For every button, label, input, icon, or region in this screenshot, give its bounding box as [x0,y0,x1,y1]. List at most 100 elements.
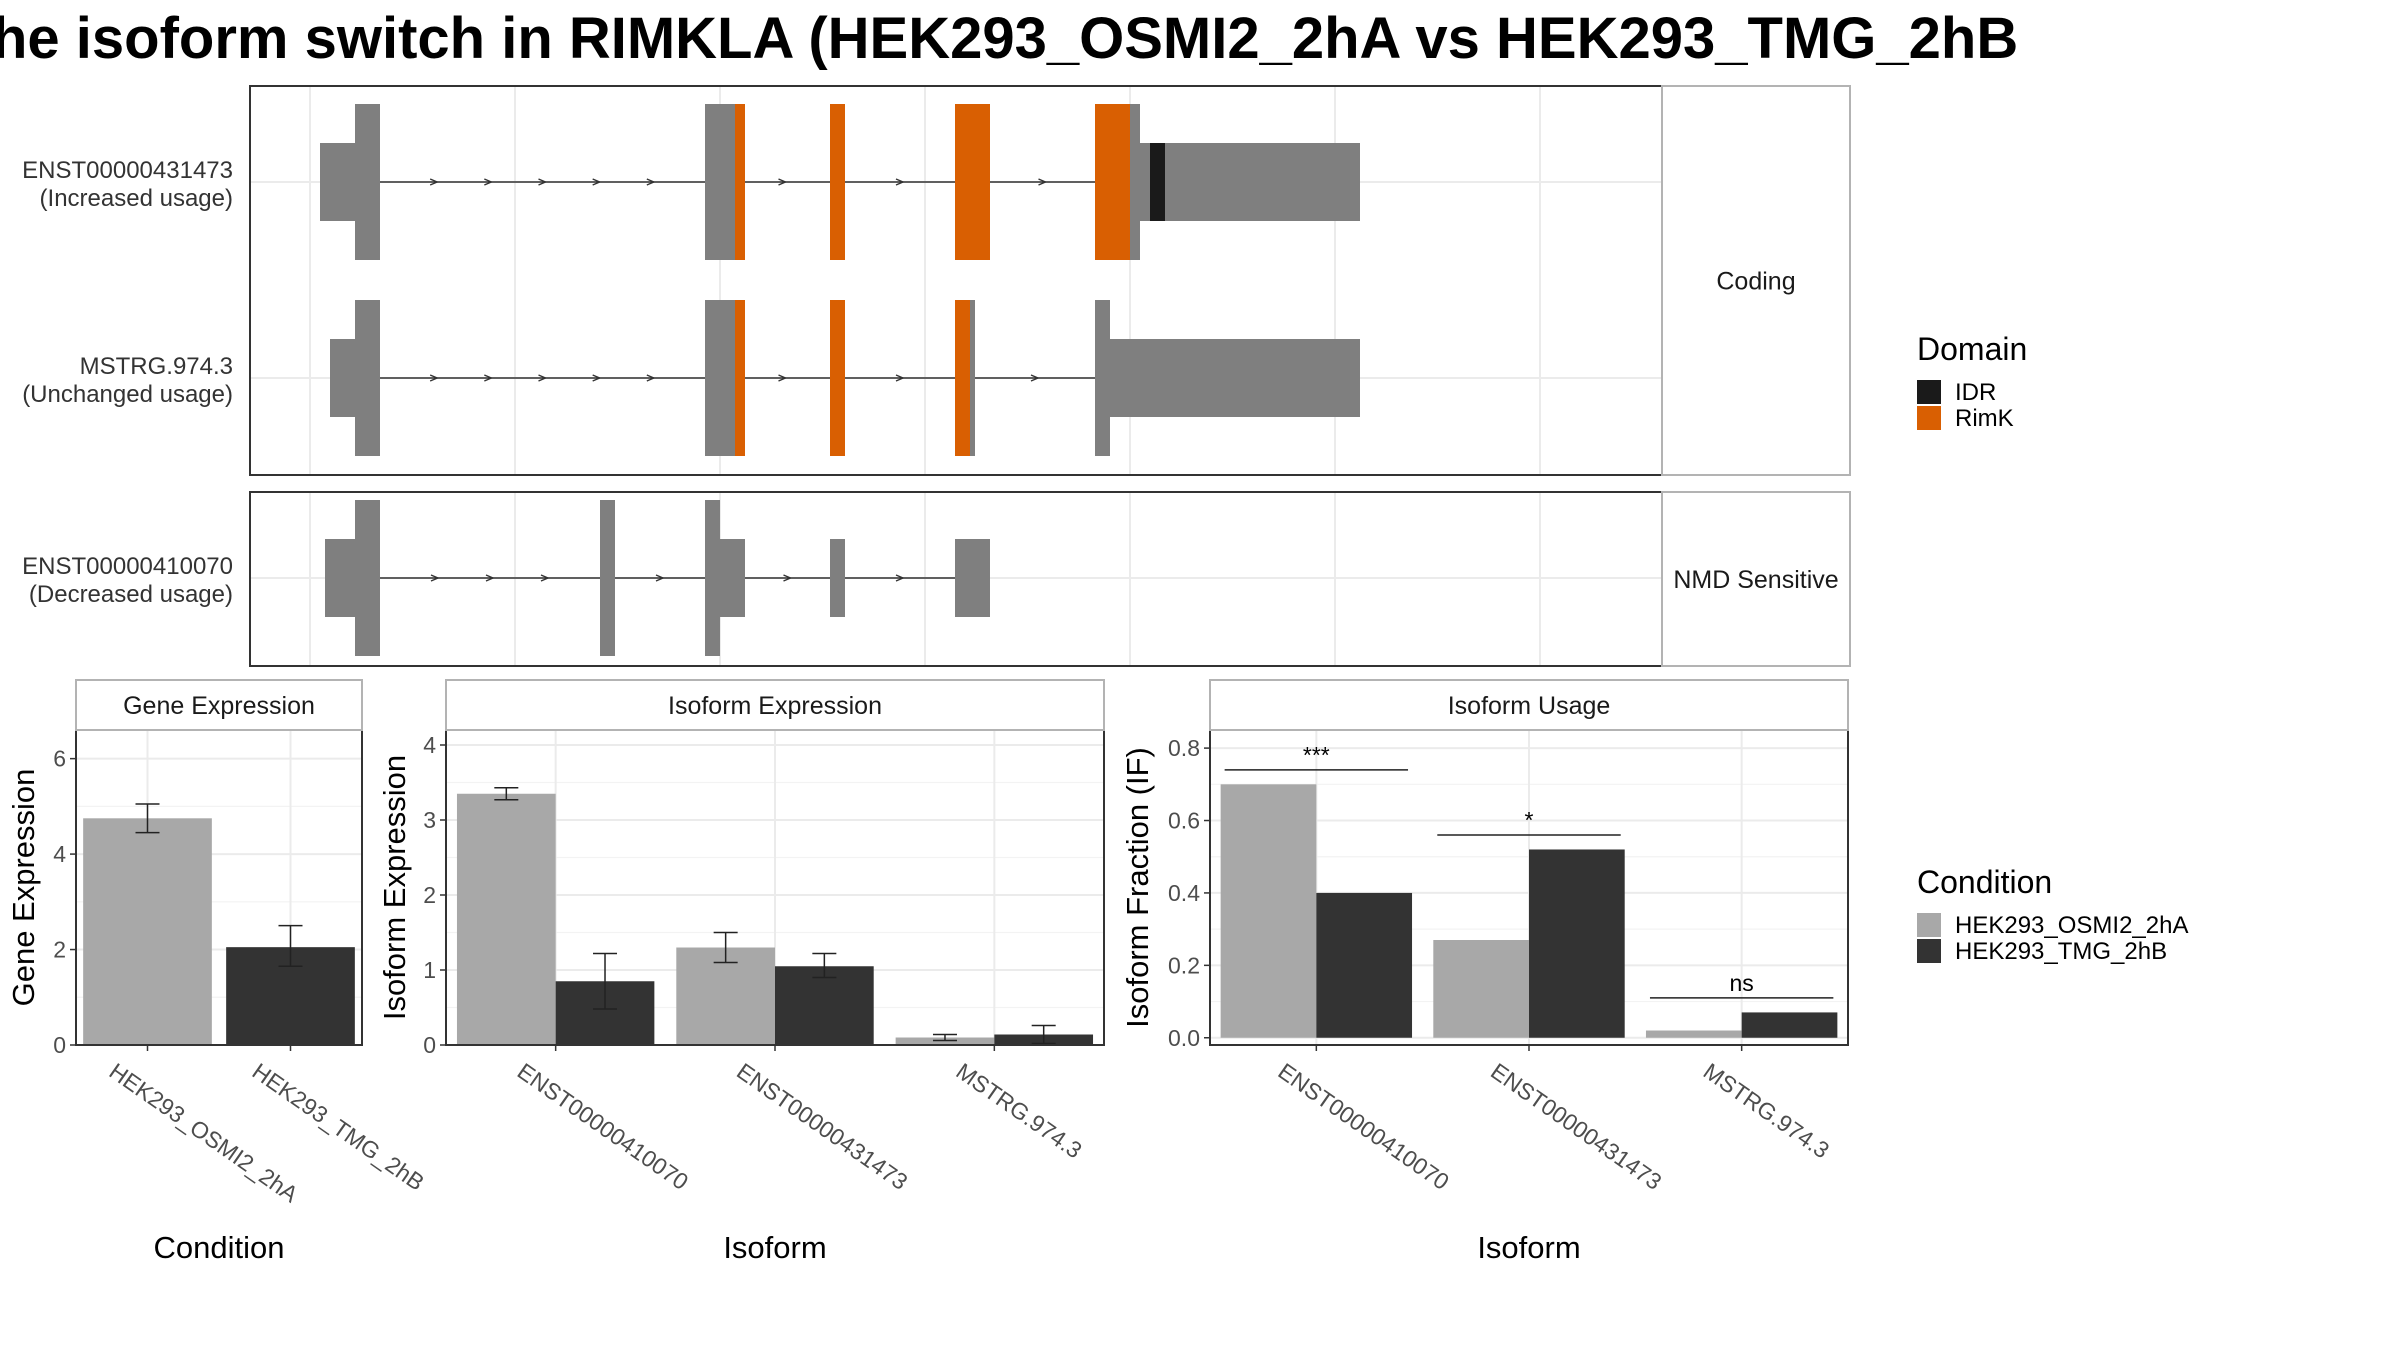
error-bar [932,1033,957,1042]
intron-arrow [538,178,548,186]
utr-exon [325,539,355,617]
strip-background [1209,679,1849,731]
legend-label: IDR [1955,379,1996,406]
error-bar [1031,1024,1056,1045]
legend-swatch-rimk [1917,406,1941,430]
y-tick-label: 0.0 [1168,1025,1200,1051]
x-tick-label: MSTRG.974.3 [951,1058,1086,1164]
error-bar [713,931,738,964]
intron-arrow [430,574,440,582]
strip-background [445,679,1105,731]
legend-label: HEK293_OSMI2_2hA [1955,912,2188,939]
rimk-domain [830,300,845,456]
figure-title: he isoform switch in RIMKLA (HEK293_OSMI… [0,6,2018,71]
utr-exon [1140,143,1360,221]
error-bar [494,787,519,801]
rimk-domain [735,104,745,260]
bar [775,966,874,1045]
y-tick-label: 2 [423,882,436,908]
transcript-usage-label: (Increased usage) [40,185,233,212]
intron-arrow [592,374,602,382]
coding-exon [355,500,380,656]
transcript-label: ENST00000410070 [22,553,233,580]
transcript-label: MSTRG.974.3 [80,353,233,380]
intron-arrow [540,574,550,582]
intron-arrow [429,178,439,186]
facet-coding: Coding [249,85,1851,476]
y-tick-label: 4 [423,732,436,758]
coding-exon [705,104,735,260]
strip-background [1661,85,1851,476]
y-tick-label: 0 [423,1032,436,1058]
y-tick-label: 3 [423,807,436,833]
transcript-usage-label: (Decreased usage) [29,581,233,608]
coding-exon [355,300,380,456]
x-axis-title: Condition [154,1230,285,1265]
y-tick-label: 4 [53,841,66,867]
utr-exon [1110,339,1360,417]
bar [1645,1030,1742,1038]
legend-label: RimK [1955,405,2014,432]
chart-strip: Isoform Expression [445,679,1105,731]
chart-strip: Isoform Usage [1209,679,1849,731]
chart-strip: Gene Expression [75,679,363,731]
intron-arrow [484,374,494,382]
bar [676,947,775,1045]
y-tick-label: 0.2 [1168,952,1200,978]
bar [1316,892,1413,1038]
x-axis-title: Isoform [723,1230,826,1265]
intron-arrow [485,574,495,582]
intron-arrow [895,178,905,186]
intron-arrow [592,178,602,186]
bar [1220,784,1317,1038]
utr-exon [720,539,745,617]
intron-arrow [778,178,788,186]
significance-label: *** [1303,742,1330,768]
legend-swatch [1917,913,1941,937]
error-bar [278,924,303,967]
y-axis-title: Isoform Fraction (IF) [1120,747,1155,1028]
intron-arrow [1038,178,1048,186]
y-tick-label: 0.8 [1168,735,1200,761]
intron-arrow [895,374,905,382]
intron-arrow [895,574,905,582]
x-tick-label: ENST00000410070 [1273,1058,1453,1195]
intron-arrow [538,374,548,382]
rimk-domain [1095,104,1130,260]
bar [83,818,212,1045]
facet-nmd-sensitive: NMD Sensitive [249,491,1851,667]
error-bar [593,952,618,1010]
strip-background [75,679,363,731]
chart-title: Isoform Expression [668,692,882,720]
chart-title: Isoform Usage [1448,692,1611,720]
chart-title: Gene Expression [123,692,315,720]
intron-arrow [783,574,793,582]
transcript-track [325,500,990,656]
y-tick-label: 0.4 [1168,880,1200,906]
intron-arrow [484,178,494,186]
transcript-usage-label: (Unchanged usage) [22,381,233,408]
legend-swatch [1917,939,1941,963]
y-tick-label: 1 [423,957,436,983]
rimk-domain [955,300,970,456]
bar [1529,849,1625,1038]
coding-exon [705,500,720,656]
y-tick-label: 2 [53,937,66,963]
coding-exon [1095,300,1110,456]
x-tick-label: ENST00000431473 [732,1058,912,1195]
y-tick-label: 0 [53,1032,66,1058]
legend-label: HEK293_TMG_2hB [1955,938,2167,965]
utr-exon [955,539,990,617]
facet-label: Coding [1716,268,1795,296]
transcript-label: ENST00000431473 [22,157,233,184]
strip-background [1661,491,1851,667]
legend-title: Condition [1917,864,2052,900]
facet-label: NMD Sensitive [1673,566,1838,594]
coding-exon [705,300,735,456]
transcript-structure-plot: Coding ENST00000431473(Increased usage) MS… [22,85,1851,667]
error-bar [135,803,160,834]
chart-isoform-expression: 0 1 2 3 4 Isoform Expression ENST00000410070 EN… [377,679,1105,1265]
